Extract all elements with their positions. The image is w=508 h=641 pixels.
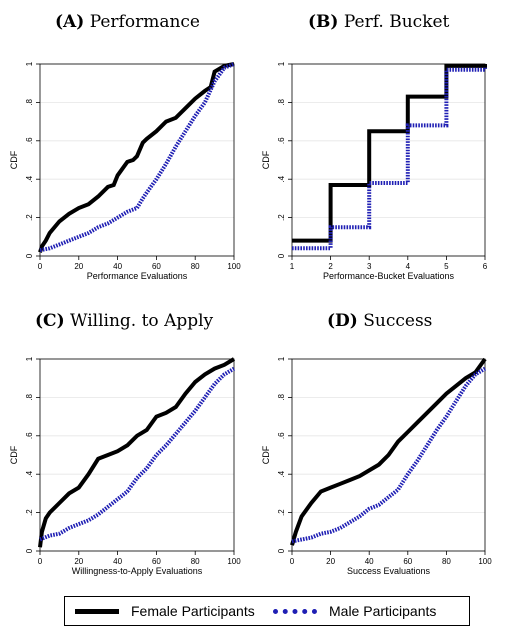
panel-title-text-b: Perf. Bucket <box>343 12 450 32</box>
x-tick-label-a-3: 60 <box>152 262 161 271</box>
panel-letter-b: (B) <box>308 12 339 32</box>
series-line-female-d <box>290 357 487 546</box>
x-tick-label-a-0: 0 <box>38 262 43 271</box>
y-tick-label-d-1: .2 <box>277 509 286 516</box>
x-tick-label-b-2: 3 <box>367 262 372 271</box>
panel-title-text-c: Willing. to Apply <box>70 311 214 331</box>
y-tick-label-c-0: 0 <box>25 548 34 553</box>
y-tick-label-d-5: 1 <box>277 356 286 361</box>
x-tick-label-d-3: 60 <box>403 557 412 566</box>
y-tick-label-b-0: 0 <box>277 253 286 258</box>
y-tick-label-b-5: 1 <box>277 61 286 66</box>
series-line-male-b <box>292 67 487 251</box>
x-tick-label-d-5: 100 <box>478 557 492 566</box>
y-tick-label-c-4: .8 <box>25 394 34 401</box>
panel-title-text-a: Performance <box>89 12 200 32</box>
chart-panel-b: 0 .2 .4 .6 .8 1 1 2 3 4 5 6 Performance-Bucket Evalu… <box>261 61 488 281</box>
plot-frame-a <box>39 63 235 257</box>
x-tick-label-c-1: 20 <box>74 557 83 566</box>
y-tick-label-a-0: 0 <box>25 253 34 258</box>
plot-frame-c <box>39 358 235 552</box>
chart-panel-c: 0 .2 .4 .6 .8 1 0 20 40 60 80 100 Willingness-to-App… <box>9 356 241 576</box>
x-tick-label-d-1: 20 <box>326 557 335 566</box>
y-tick-label-d-3: .6 <box>277 432 286 439</box>
series-line-female-b <box>292 63 487 243</box>
x-axis-label-c: Willingness-to-Apply Evaluations <box>72 566 203 576</box>
x-tick-label-c-0: 0 <box>38 557 43 566</box>
x-tick-label-d-4: 80 <box>442 557 451 566</box>
x-tick-label-d-0: 0 <box>290 557 295 566</box>
y-tick-label-d-4: .8 <box>277 394 286 401</box>
x-tick-label-c-3: 60 <box>152 557 161 566</box>
series-line-male-d <box>291 366 487 544</box>
y-tick-label-b-3: .6 <box>277 137 286 144</box>
x-axis-label-b: Performance-Bucket Evaluations <box>323 271 455 281</box>
y-axis-label-b: CDF <box>261 150 271 169</box>
panel-letter-a: (A) <box>55 12 85 32</box>
x-tick-label-c-5: 100 <box>227 557 241 566</box>
series-line-female-a <box>38 62 235 253</box>
x-tick-label-a-1: 20 <box>74 262 83 271</box>
x-tick-label-a-4: 80 <box>191 262 200 271</box>
x-tick-label-c-4: 80 <box>191 557 200 566</box>
panel-title-text-d: Success <box>363 311 433 331</box>
x-tick-label-b-3: 4 <box>406 262 411 271</box>
panel-title-b: (B) Perf. Bucket <box>308 12 449 32</box>
x-tick-label-c-2: 40 <box>113 557 122 566</box>
y-tick-label-c-3: .6 <box>25 432 34 439</box>
y-tick-label-c-5: 1 <box>25 356 34 361</box>
x-tick-label-d-2: 40 <box>365 557 374 566</box>
panel-letter-c: (C) <box>35 311 65 331</box>
plot-frame-d <box>291 358 486 552</box>
y-tick-label-d-0: 0 <box>277 548 286 553</box>
legend-item-female: Female Participants <box>75 603 255 619</box>
y-tick-label-a-4: .8 <box>25 99 34 106</box>
x-tick-label-b-4: 5 <box>444 262 449 271</box>
y-axis-label-d: CDF <box>261 445 271 464</box>
x-axis-label-d: Success Evaluations <box>347 566 431 576</box>
legend-item-male: Male Participants <box>273 603 436 619</box>
x-axis-label-a: Performance Evaluations <box>87 271 188 281</box>
y-tick-label-b-4: .8 <box>277 99 286 106</box>
series-line-female-c <box>38 357 236 548</box>
y-tick-label-d-2: .4 <box>277 470 286 477</box>
y-axis-label-a: CDF <box>9 150 19 169</box>
legend-label-female: Female Participants <box>131 603 255 619</box>
y-tick-label-c-2: .4 <box>25 470 34 477</box>
y-tick-label-a-3: .6 <box>25 137 34 144</box>
y-tick-label-a-2: .4 <box>25 175 34 182</box>
panel-letter-d: (D) <box>327 311 358 331</box>
x-tick-label-a-2: 40 <box>113 262 122 271</box>
y-tick-label-c-1: .2 <box>25 509 34 516</box>
panel-title-c: (C) Willing. to Apply <box>35 311 213 331</box>
x-tick-label-a-5: 100 <box>227 262 241 271</box>
panel-title-d: (D) Success <box>327 311 432 331</box>
legend: Female Participants Male Participants <box>64 596 470 626</box>
series-line-male-c <box>39 366 236 542</box>
x-tick-label-b-0: 1 <box>290 262 295 271</box>
panel-title-a: (A) Performance <box>55 12 200 32</box>
x-tick-label-b-5: 6 <box>483 262 488 271</box>
y-tick-label-a-5: 1 <box>25 61 34 66</box>
y-tick-label-b-1: .2 <box>277 214 286 221</box>
y-tick-label-a-1: .2 <box>25 214 34 221</box>
legend-swatch-male <box>273 608 317 614</box>
y-axis-label-c: CDF <box>9 445 19 464</box>
legend-swatch-female <box>75 608 119 614</box>
x-tick-label-b-1: 2 <box>328 262 333 271</box>
chart-panel-d: 0 .2 .4 .6 .8 1 0 20 40 60 80 100 Success Evaluation… <box>261 356 492 576</box>
legend-label-male: Male Participants <box>329 603 437 619</box>
y-tick-label-b-2: .4 <box>277 175 286 182</box>
plot-frame-b <box>291 63 486 257</box>
chart-panel-a: 0 .2 .4 .6 .8 1 0 20 40 60 80 100 Performance Evalua… <box>9 61 241 281</box>
